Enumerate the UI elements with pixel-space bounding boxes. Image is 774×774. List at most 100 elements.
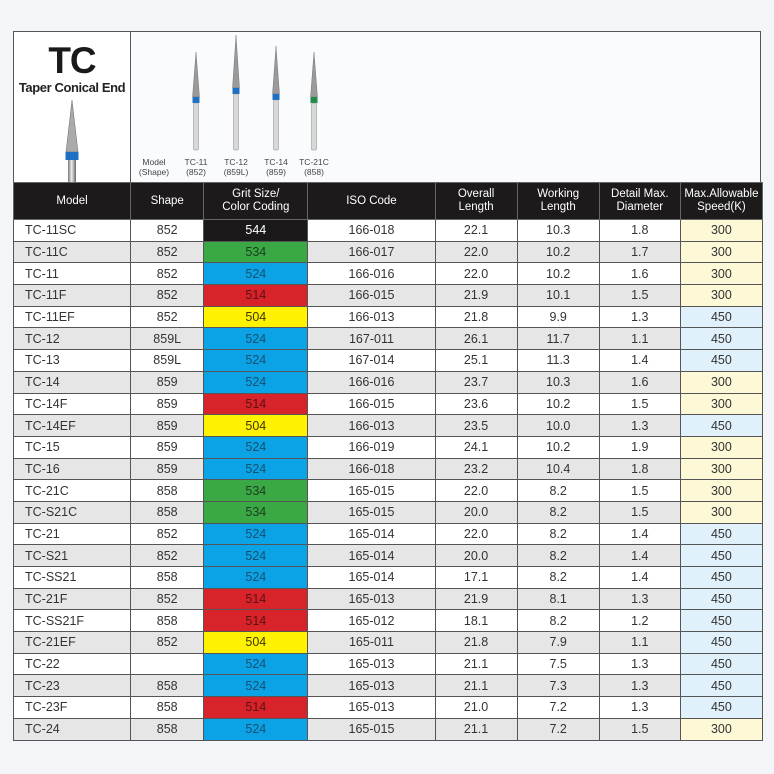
cell-iso: 165-015 <box>307 500 436 524</box>
cell-working: 10.3 <box>516 219 600 242</box>
cell-model: TC-SS21 <box>12 566 132 589</box>
column-header: Model <box>12 182 132 220</box>
cell-model: TC-14EF <box>12 414 132 437</box>
caption-tc-12: TC-12 (859L) <box>223 157 249 177</box>
cell-shape: 852 <box>130 522 205 546</box>
series-code: TC <box>48 40 96 81</box>
cell-iso: 165-015 <box>307 479 436 502</box>
cell-diameter: 1.2 <box>598 609 681 633</box>
cell-grit: 514 <box>203 284 309 307</box>
cell-iso: 167-014 <box>307 349 436 372</box>
cell-iso: 166-016 <box>307 370 436 394</box>
bur-icon <box>65 100 79 182</box>
cell-iso: 165-013 <box>307 587 436 611</box>
cell-model: TC-21EF <box>12 631 132 654</box>
cell-model: TC-15 <box>12 435 132 459</box>
cell-working: 10.2 <box>516 240 600 264</box>
cell-shape: 858 <box>130 609 205 633</box>
cell-model: TC-11C <box>12 240 132 264</box>
cell-shape: 858 <box>130 717 205 741</box>
cell-overall: 25.1 <box>434 349 518 372</box>
cell-grit: 524 <box>203 717 309 741</box>
cell-shape: 852 <box>130 544 205 567</box>
cell-grit: 544 <box>203 219 309 242</box>
table-row: TC-S21C 858 534 165-015 20.0 8.2 1.5 300 <box>12 500 764 524</box>
cell-shape: 858 <box>130 500 205 524</box>
cell-shape: 852 <box>130 284 205 307</box>
column-header: ISO Code <box>307 182 436 220</box>
cell-overall: 21.0 <box>434 696 518 719</box>
cell-overall: 17.1 <box>434 566 518 589</box>
cell-working: 10.0 <box>516 414 600 437</box>
cell-speed: 450 <box>679 349 764 372</box>
cell-diameter: 1.5 <box>598 284 681 307</box>
cell-iso: 165-014 <box>307 522 436 546</box>
cell-working: 9.9 <box>516 305 600 329</box>
column-header: Overall Length <box>434 182 518 220</box>
cell-grit: 524 <box>203 327 309 351</box>
cell-iso: 165-015 <box>307 717 436 741</box>
table-row: TC-11C 852 534 166-017 22.0 10.2 1.7 300 <box>12 240 764 264</box>
cell-diameter: 1.3 <box>598 674 681 698</box>
cell-diameter: 1.4 <box>598 566 681 589</box>
cell-working: 8.2 <box>516 544 600 567</box>
cell-shape <box>130 652 205 676</box>
cell-grit: 524 <box>203 674 309 698</box>
cell-grit: 534 <box>203 500 309 524</box>
cell-shape: 859 <box>130 435 205 459</box>
cell-overall: 21.9 <box>434 587 518 611</box>
cell-diameter: 1.5 <box>598 392 681 416</box>
cell-working: 10.2 <box>516 262 600 286</box>
cell-shape: 852 <box>130 219 205 242</box>
table-body: TC-11SC 852 544 166-018 22.1 10.3 1.8 300 TC-11C… <box>12 219 764 741</box>
cell-iso: 165-012 <box>307 609 436 633</box>
cell-iso: 165-013 <box>307 652 436 676</box>
table-row: TC-SS21F 858 514 165-012 18.1 8.2 1.2 450 <box>12 609 764 633</box>
cell-model: TC-S21C <box>12 500 132 524</box>
table-row: TC-14 859 524 166-016 23.7 10.3 1.6 300 <box>12 370 764 394</box>
cell-model: TC-12 <box>12 327 132 351</box>
cell-speed: 300 <box>679 500 764 524</box>
series-subtitle: Taper Conical End <box>18 80 126 95</box>
cell-grit: 524 <box>203 349 309 372</box>
caption-tc-21c: TC-21C (858) <box>299 157 329 177</box>
cell-diameter: 1.6 <box>598 262 681 286</box>
cell-diameter: 1.1 <box>598 631 681 654</box>
table-row: TC-S21 852 524 165-014 20.0 8.2 1.4 450 <box>12 544 764 567</box>
cell-iso: 167-011 <box>307 327 436 351</box>
cell-diameter: 1.8 <box>598 219 681 242</box>
cell-diameter: 1.5 <box>598 479 681 502</box>
cell-overall: 20.0 <box>434 544 518 567</box>
cell-shape: 859L <box>130 349 205 372</box>
cell-overall: 22.0 <box>434 240 518 264</box>
cell-model: TC-21C <box>12 479 132 502</box>
cell-shape: 852 <box>130 631 205 654</box>
cell-overall: 22.0 <box>434 479 518 502</box>
cell-overall: 21.8 <box>434 631 518 654</box>
cell-model: TC-SS21F <box>12 609 132 633</box>
cell-diameter: 1.5 <box>598 717 681 741</box>
cell-shape: 858 <box>130 566 205 589</box>
cell-shape: 859 <box>130 457 205 481</box>
cell-working: 8.2 <box>516 500 600 524</box>
table-row: TC-11SC 852 544 166-018 22.1 10.3 1.8 300 <box>12 219 764 242</box>
cell-speed: 450 <box>679 414 764 437</box>
cell-overall: 20.0 <box>434 500 518 524</box>
cell-speed: 450 <box>679 631 764 654</box>
cell-speed: 450 <box>679 305 764 329</box>
cell-working: 7.9 <box>516 631 600 654</box>
cell-speed: 300 <box>679 219 764 242</box>
cell-model: TC-S21 <box>12 544 132 567</box>
cell-shape: 858 <box>130 696 205 719</box>
cell-speed: 300 <box>679 392 764 416</box>
cell-working: 10.3 <box>516 370 600 394</box>
table-header-row: Model Shape Grit Size/Color Coding ISO Code… <box>12 182 764 220</box>
table-row: TC-23F 858 514 165-013 21.0 7.2 1.3 450 <box>12 696 764 719</box>
cell-overall: 26.1 <box>434 327 518 351</box>
table-row: TC-11EF 852 504 166-013 21.8 9.9 1.3 450 <box>12 305 764 329</box>
table-row: TC-13 859L 524 167-014 25.1 11.3 1.4 450 <box>12 349 764 372</box>
cell-iso: 166-018 <box>307 219 436 242</box>
cell-speed: 300 <box>679 457 764 481</box>
cell-working: 8.2 <box>516 566 600 589</box>
cell-working: 10.2 <box>516 392 600 416</box>
